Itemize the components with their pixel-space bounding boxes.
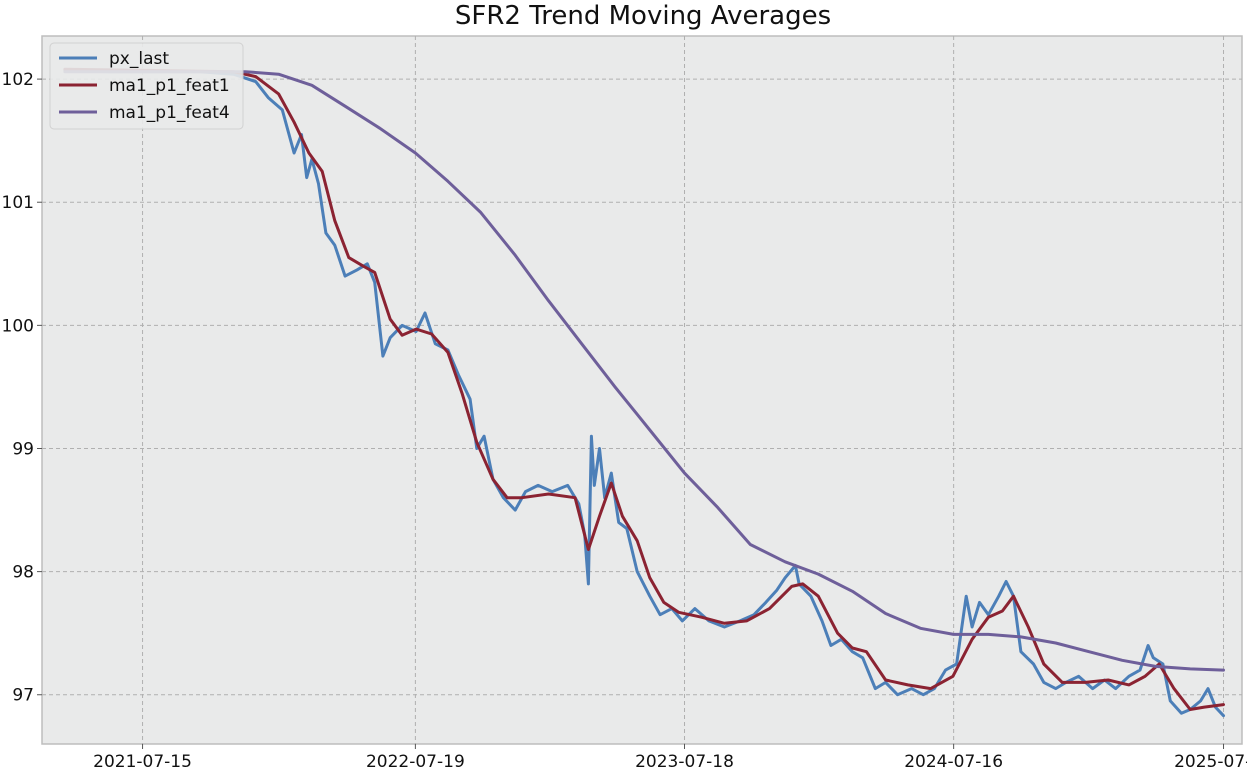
chart-title: SFR2 Trend Moving Averages — [455, 1, 831, 31]
axes: 2021-07-15 2022-07-19 2023-07-18 2024-07-16… — [2, 70, 1247, 771]
y-tick-label: 100 — [2, 316, 34, 336]
x-tick-label: 2025-07-16 — [1174, 752, 1247, 771]
series-lines — [63, 67, 1225, 718]
series-line-ma1-p1-feat1 — [63, 67, 1225, 711]
y-tick-label: 102 — [2, 70, 34, 90]
x-tick-label: 2024-07-16 — [904, 752, 1003, 771]
series-line-ma1-p1-feat4 — [63, 70, 1225, 672]
y-tick-label: 101 — [2, 193, 34, 213]
x-tick-label: 2022-07-19 — [366, 752, 465, 771]
legend-label: ma1_p1_feat1 — [109, 76, 230, 96]
y-tick-label: 98 — [12, 563, 34, 583]
x-tick-label: 2023-07-18 — [635, 752, 734, 771]
y-tick-label: 97 — [12, 686, 34, 706]
plot-area — [41, 35, 1243, 745]
legend-label: ma1_p1_feat4 — [109, 103, 230, 123]
y-tick-label: 99 — [12, 439, 34, 459]
legend-box — [49, 42, 244, 130]
legend: px_last ma1_p1_feat1 ma1_p1_feat4 — [49, 42, 244, 130]
legend-label: px_last — [109, 49, 169, 69]
x-tick-label: 2021-07-15 — [93, 752, 192, 771]
